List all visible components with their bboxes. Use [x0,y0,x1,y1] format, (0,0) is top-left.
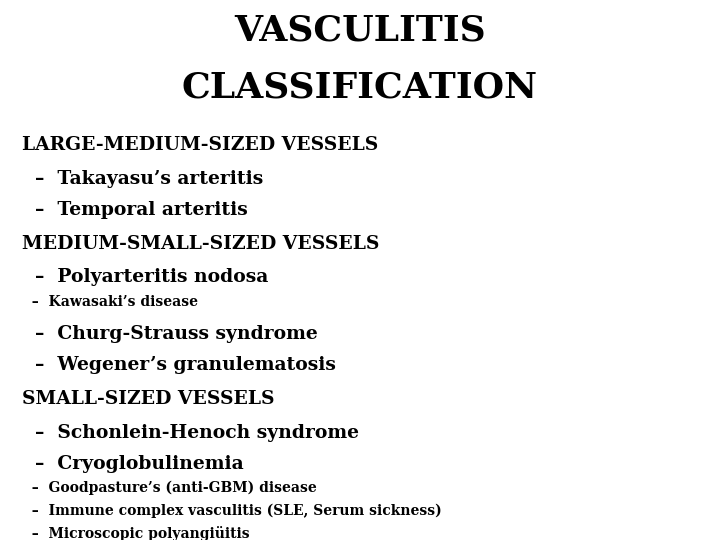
Text: –  Wegener’s granulematosis: – Wegener’s granulematosis [22,356,336,374]
Text: –  Churg-Strauss syndrome: – Churg-Strauss syndrome [22,325,318,343]
Text: SMALL-SIZED VESSELS: SMALL-SIZED VESSELS [22,390,274,408]
Text: –  Microscopic polyangiüitis: – Microscopic polyangiüitis [22,526,249,540]
Text: LARGE-MEDIUM-SIZED VESSELS: LARGE-MEDIUM-SIZED VESSELS [22,136,378,154]
Text: –  Polyarteritis nodosa: – Polyarteritis nodosa [22,268,268,286]
Text: VASCULITIS: VASCULITIS [234,14,486,48]
Text: –  Schonlein-Henoch syndrome: – Schonlein-Henoch syndrome [22,424,359,442]
Text: –  Kawasaki’s disease: – Kawasaki’s disease [22,295,197,309]
Text: CLASSIFICATION: CLASSIFICATION [182,70,538,104]
Text: –  Cryoglobulinemia: – Cryoglobulinemia [22,455,243,472]
Text: –  Takayasu’s arteritis: – Takayasu’s arteritis [22,170,263,188]
Text: MEDIUM-SMALL-SIZED VESSELS: MEDIUM-SMALL-SIZED VESSELS [22,235,379,253]
Text: –  Goodpasture’s (anti-GBM) disease: – Goodpasture’s (anti-GBM) disease [22,481,316,495]
Text: –  Temporal arteritis: – Temporal arteritis [22,201,248,219]
Text: –  Immune complex vasculitis (SLE, Serum sickness): – Immune complex vasculitis (SLE, Serum … [22,503,441,518]
